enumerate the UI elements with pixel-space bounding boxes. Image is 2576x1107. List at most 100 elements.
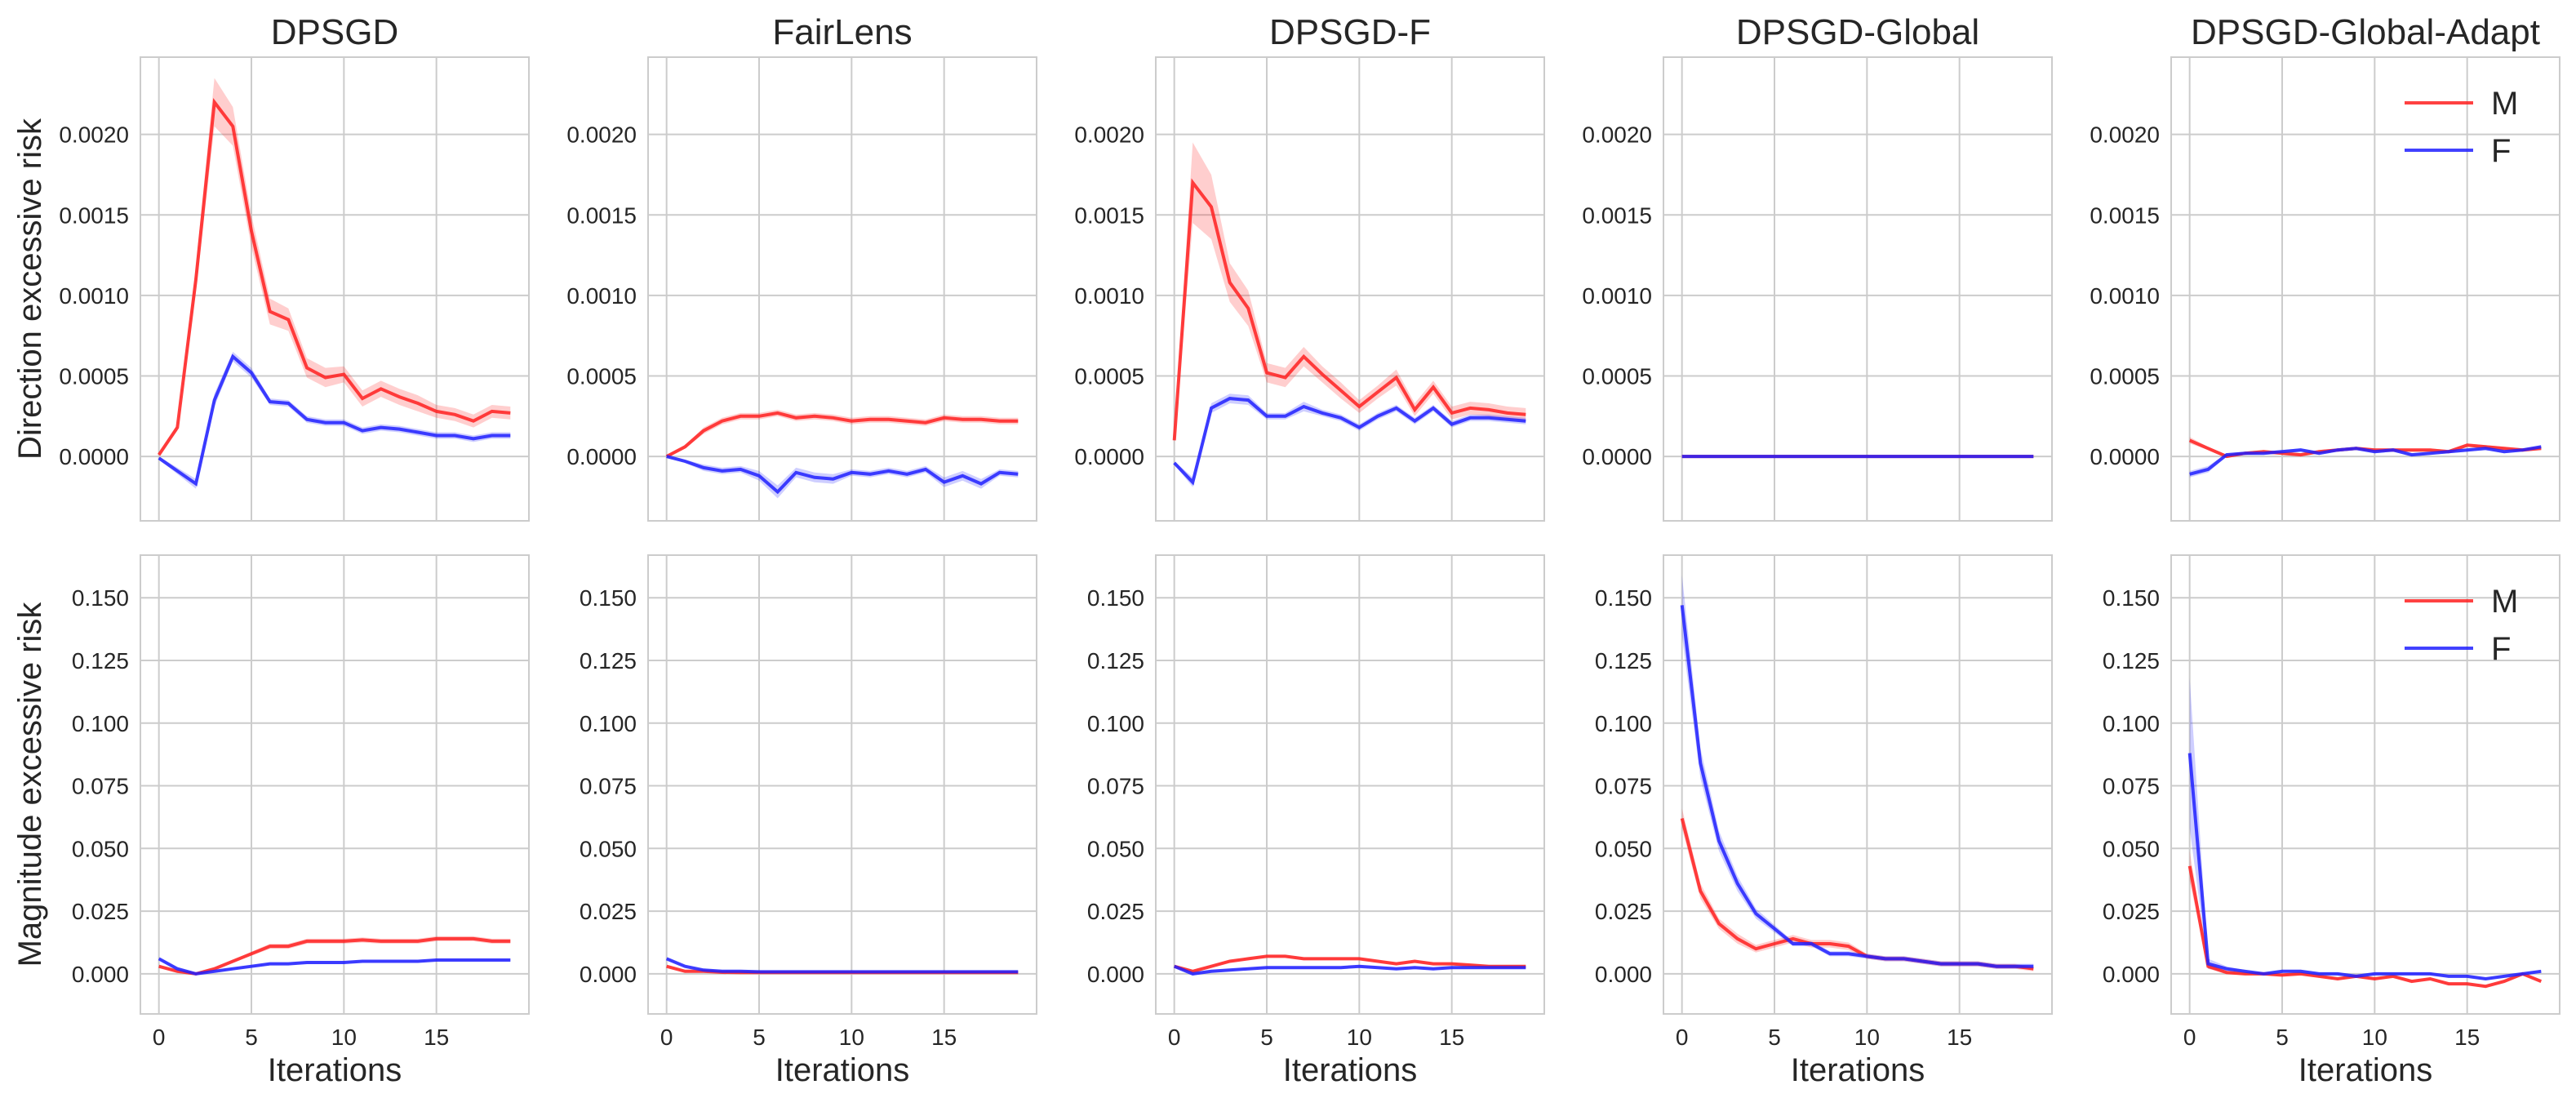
x-tick-label: 0: [153, 1025, 166, 1050]
y-tick-label: 0.0000: [566, 444, 637, 469]
y-tick-label: 0.150: [1595, 585, 1652, 611]
y-tick-label: 0.100: [580, 711, 637, 736]
x-tick-label: 10: [1854, 1025, 1880, 1050]
panel-0-4: 0.0000 0.0005 0.0010 0.0015 0.0020 DPSGD-Glob…: [2090, 12, 2560, 522]
y-tick-label: 0.100: [1595, 711, 1652, 736]
y-tick-label: 0.0015: [1582, 202, 1652, 228]
series-line-M: [158, 97, 511, 456]
panel-0-2: 0.0000 0.0005 0.0010 0.0015 0.0020 DPSGD-F: [1074, 12, 1545, 522]
y-tick-label: 0.075: [2103, 774, 2160, 799]
x-tick-label: 5: [1260, 1025, 1273, 1050]
legend-label-M: M: [2491, 584, 2518, 620]
y-tick-label: 0.075: [580, 774, 637, 799]
axes-frame: [2170, 554, 2560, 1015]
y-tick-label: 0.0005: [566, 364, 637, 389]
panel-1-4: 0.000 0.025 0.050 0.075 0.100 0.125 0.150 0 5 10 1…: [2103, 554, 2560, 1088]
series-line-F: [2189, 445, 2542, 476]
y-tick-label: 0.000: [1087, 962, 1144, 987]
y-tick-label: 0.125: [2103, 648, 2160, 674]
y-tick-label: 0.0015: [2090, 202, 2160, 228]
y-tick-label: 0.150: [1087, 585, 1144, 611]
axes-frame: [140, 554, 530, 1015]
panel-title: DPSGD-F: [1269, 12, 1431, 52]
y-tick-label: 0.075: [1595, 774, 1652, 799]
x-tick-label: 0: [1168, 1025, 1181, 1050]
axes-frame: [647, 56, 1037, 522]
panel-0-1: 0.0000 0.0005 0.0010 0.0015 0.0020 FairLens: [566, 12, 1037, 522]
y-tick-label: 0.0020: [566, 122, 637, 148]
legend-label-F: F: [2491, 133, 2511, 169]
x-axis-label: Iterations: [2298, 1052, 2433, 1088]
y-tick-label: 0.150: [2103, 585, 2160, 611]
y-tick-label: 0.0000: [2090, 444, 2160, 469]
legend-label-M: M: [2491, 86, 2518, 122]
x-axis-label: Iterations: [775, 1052, 910, 1088]
y-tick-label: 0.0000: [1074, 444, 1144, 469]
x-tick-label: 10: [839, 1025, 864, 1050]
y-tick-label: 0.125: [1087, 648, 1144, 674]
x-tick-label: 5: [2276, 1025, 2289, 1050]
series-line-F: [1173, 964, 1526, 976]
x-tick-label: 5: [1768, 1025, 1781, 1050]
y-tick-label: 0.125: [72, 648, 129, 674]
y-tick-label: 0.0020: [2090, 122, 2160, 148]
band-M: [1681, 808, 2034, 971]
y-tick-label: 0.150: [580, 585, 637, 611]
x-tick-label: 15: [1439, 1025, 1464, 1050]
series-line-M: [158, 936, 511, 976]
x-tick-label: 0: [1676, 1025, 1689, 1050]
y-tick-label: 0.125: [1595, 648, 1652, 674]
x-tick-label: 10: [2362, 1025, 2387, 1050]
axes-frame: [1155, 56, 1545, 522]
y-tick-label: 0.0000: [59, 444, 129, 469]
y-tick-label: 0.0020: [1074, 122, 1144, 148]
panel-1-3: 0.000 0.025 0.050 0.075 0.100 0.125 0.150 0 5 10 1…: [1595, 554, 2053, 1088]
x-tick-label: 10: [1347, 1025, 1372, 1050]
series-line-F: [665, 957, 1019, 974]
x-tick-label: 15: [2454, 1025, 2480, 1050]
y-tick-label: 0.0010: [566, 283, 637, 309]
series-line-F: [158, 957, 511, 976]
series-line-F: [158, 353, 511, 487]
series-line-F: [2187, 753, 2542, 981]
y-tick-label: 0.150: [72, 585, 129, 611]
y-axis-label: Direction excessive risk: [12, 118, 48, 460]
band-M: [1174, 142, 1526, 444]
y-tick-label: 0.000: [2103, 962, 2160, 987]
y-tick-label: 0.025: [580, 899, 637, 924]
series-line-M: [1172, 178, 1526, 441]
y-tick-label: 0.075: [1087, 774, 1144, 799]
y-tick-label: 0.025: [2103, 899, 2160, 924]
x-tick-label: 5: [245, 1025, 258, 1050]
y-tick-label: 0.000: [72, 962, 129, 987]
y-tick-label: 0.0010: [2090, 283, 2160, 309]
x-axis-label: Iterations: [1283, 1052, 1418, 1088]
y-tick-label: 0.0010: [59, 283, 129, 309]
y-tick-label: 0.025: [72, 899, 129, 924]
y-tick-label: 0.0005: [1582, 364, 1652, 389]
series-line-M: [2187, 865, 2543, 989]
y-tick-label: 0.050: [1595, 836, 1652, 861]
y-tick-label: 0.0000: [1582, 444, 1652, 469]
panel-title: DPSGD: [271, 12, 398, 52]
y-tick-label: 0.025: [1595, 899, 1652, 924]
legend: MF: [2405, 584, 2518, 667]
panel-title: FairLens: [772, 12, 912, 52]
band-M: [666, 409, 1019, 459]
y-tick-label: 0.0020: [1582, 122, 1652, 148]
y-tick-label: 0.000: [1595, 962, 1652, 987]
series-line-F: [666, 455, 1019, 495]
series-line-M: [665, 411, 1019, 458]
axes-frame: [1663, 554, 2053, 1015]
y-tick-label: 0.0020: [59, 122, 129, 148]
panel-title: DPSGD-Global: [1736, 12, 1979, 52]
x-tick-label: 5: [753, 1025, 766, 1050]
axes-frame: [1155, 554, 1545, 1015]
y-tick-label: 0.0015: [59, 202, 129, 228]
x-tick-label: 15: [1947, 1025, 1972, 1050]
series-line-F: [1680, 605, 2034, 968]
y-tick-label: 0.050: [1087, 836, 1144, 861]
axes-frame: [1663, 56, 2053, 522]
panel-0-0: 0.0000 0.0005 0.0010 0.0015 0.0020 DPSGD Direc…: [12, 12, 530, 522]
legend: MF: [2405, 86, 2518, 169]
